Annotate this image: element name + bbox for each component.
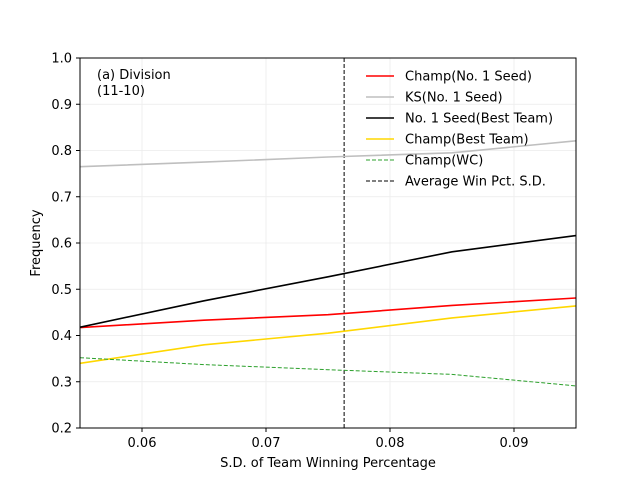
x-axis-label: S.D. of Team Winning Percentage [220,456,436,471]
series-line-2 [80,140,576,168]
y-tick-label: 0.6 [51,237,72,252]
legend-label-2: KS(No. 1 Seed) [405,91,503,106]
y-tick-label: 1.0 [51,52,72,67]
annotation-line-2: (11-10) [97,84,145,99]
x-tick-label: 0.09 [500,436,529,451]
legend-label-5: Champ(WC) [405,154,483,169]
y-tick-label: 0.8 [51,144,72,159]
y-axis-label: Frequency [29,209,44,276]
legend-label-6: Average Win Pct. S.D. [405,175,546,190]
plot-area [80,58,576,428]
series-line-4 [80,305,576,365]
legend-label-4: Champ(Best Team) [405,133,529,148]
y-tick-label: 0.5 [51,283,72,298]
legend-label-3: No. 1 Seed(Best Team) [405,112,553,127]
series-line-1 [80,297,576,329]
y-tick-label: 0.7 [51,190,72,205]
y-tick-label: 0.4 [51,329,72,344]
x-tick-label: 0.08 [376,436,405,451]
legend: Champ(No. 1 Seed) KS(No. 1 Seed) No. 1 See… [366,70,553,190]
ticks: 0.06 0.07 0.08 0.09 0.2 0.3 0.4 0.5 0.6 0.7 0.8 0.9… [51,52,528,452]
series-line-3 [80,234,576,328]
grid [80,57,576,429]
series-line-5 [80,357,576,387]
annotation-line-1: (a) Division [97,68,171,83]
legend-label-1: Champ(No. 1 Seed) [405,70,532,85]
y-tick-label: 0.3 [51,375,72,390]
y-tick-label: 0.2 [51,422,72,437]
y-tick-label: 0.9 [51,98,72,113]
x-tick-label: 0.06 [128,436,157,451]
x-tick-label: 0.07 [252,436,281,451]
